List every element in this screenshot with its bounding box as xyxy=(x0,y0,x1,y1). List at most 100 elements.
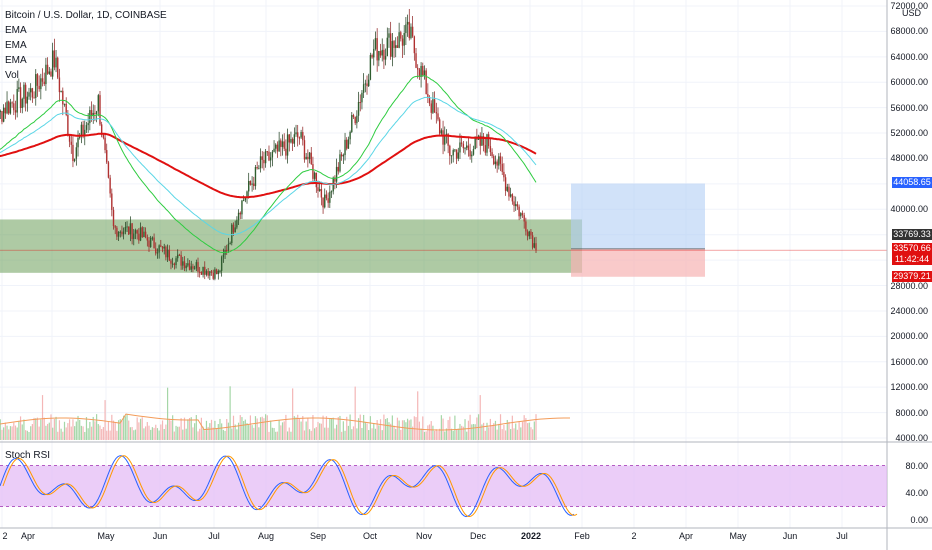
candle-body xyxy=(498,156,500,166)
level-price-tag: 33769.33 xyxy=(892,229,932,240)
ema-fast-line xyxy=(0,96,537,236)
candle-body xyxy=(474,136,476,150)
candle-body xyxy=(237,212,240,221)
volume-bar xyxy=(474,424,476,440)
stoch-rsi-label[interactable]: Stoch RSI xyxy=(5,450,51,461)
candle-body xyxy=(298,137,301,139)
legend-ema-3[interactable]: EMA xyxy=(5,55,27,66)
candle-body xyxy=(406,21,409,25)
candle-body xyxy=(379,50,382,56)
candle-body xyxy=(72,144,74,162)
candle-body xyxy=(227,243,230,251)
legend-ema-1[interactable]: EMA xyxy=(5,25,27,36)
volume-bar xyxy=(229,386,231,440)
volume-bar xyxy=(401,420,404,440)
time-tick-label: 2 xyxy=(631,531,637,541)
legend-volume[interactable]: Vol xyxy=(5,70,19,81)
candle-body xyxy=(411,26,414,37)
volume-bar xyxy=(479,395,481,440)
candle-body xyxy=(359,102,361,104)
candle-body xyxy=(160,245,162,247)
time-tick-label: Jun xyxy=(152,531,168,541)
volume-bar xyxy=(381,430,383,440)
candle-body xyxy=(16,89,18,113)
candle-body xyxy=(45,64,47,85)
volume-bar xyxy=(319,423,321,440)
volume-bar xyxy=(226,418,228,440)
candle-body xyxy=(356,115,358,124)
candle-body xyxy=(149,237,152,248)
volume-bar xyxy=(292,388,294,440)
candle-body xyxy=(70,141,72,145)
candle-body xyxy=(6,101,8,114)
volume-bar xyxy=(506,419,508,440)
volume-bar xyxy=(466,431,468,440)
volume-bar xyxy=(493,423,495,440)
last-price-tag: 33570.66 xyxy=(892,243,932,254)
volume-bar xyxy=(67,423,69,440)
volume-bar xyxy=(368,430,370,440)
candle-body xyxy=(197,262,199,272)
volume-bar xyxy=(221,423,223,440)
candle-body xyxy=(479,135,481,146)
candle-body xyxy=(65,103,67,115)
volume-bar xyxy=(525,418,527,440)
volume-bar xyxy=(449,416,451,440)
volume-bar xyxy=(435,429,437,440)
candle-body xyxy=(518,206,520,217)
candle-body xyxy=(374,38,377,49)
volume-bar xyxy=(18,420,20,440)
volume-bar xyxy=(357,418,360,440)
candle-body xyxy=(383,49,385,60)
candle-body xyxy=(288,134,290,143)
volume-bar xyxy=(106,430,108,440)
volume-bar xyxy=(268,431,270,440)
time-tick-label: Jun xyxy=(782,531,798,541)
candle-body xyxy=(449,145,451,156)
candle-body xyxy=(471,154,473,157)
time-tick-label: May xyxy=(729,531,747,541)
legend-ema-2[interactable]: EMA xyxy=(5,40,27,51)
candle-body xyxy=(84,129,86,136)
countdown-tag: 11:42:44 xyxy=(892,254,932,265)
volume-bar xyxy=(310,430,312,440)
candle-body xyxy=(388,33,390,38)
stoch-tick-label: 80.00 xyxy=(905,460,928,471)
candle-body xyxy=(420,65,422,77)
volume-bar xyxy=(488,427,490,440)
volume-bar xyxy=(464,419,466,440)
candle-body xyxy=(361,92,363,103)
volume-bar xyxy=(172,415,174,440)
volume-bar xyxy=(153,427,155,440)
volume-bar xyxy=(87,428,89,440)
candle-body xyxy=(376,38,378,61)
candle-body xyxy=(481,136,483,146)
candle-body xyxy=(440,130,443,134)
volume-bar xyxy=(234,424,236,440)
candle-body xyxy=(126,226,128,228)
candle-body xyxy=(324,194,326,208)
volume-bar xyxy=(183,417,186,440)
candle-body xyxy=(106,150,108,163)
candle-body xyxy=(242,200,245,202)
candle-body xyxy=(139,227,142,241)
volume-bar xyxy=(535,414,537,440)
candle-body xyxy=(454,149,456,151)
volume-bar xyxy=(75,421,77,440)
volume-bar xyxy=(185,428,187,440)
price-tick-label: 64000.00 xyxy=(890,51,928,62)
volume-bar xyxy=(390,423,392,440)
price-tick-label: 52000.00 xyxy=(890,128,928,139)
volume-bar xyxy=(405,422,407,440)
volume-bar xyxy=(298,418,301,440)
volume-bar xyxy=(440,415,442,440)
candle-body xyxy=(122,231,125,235)
volume-bar xyxy=(530,427,532,440)
candle-body xyxy=(204,266,206,275)
candle-body xyxy=(19,87,22,108)
volume-bar xyxy=(111,414,113,440)
candle-body xyxy=(155,248,157,254)
volume-bar xyxy=(445,428,448,440)
candle-body xyxy=(168,249,170,261)
